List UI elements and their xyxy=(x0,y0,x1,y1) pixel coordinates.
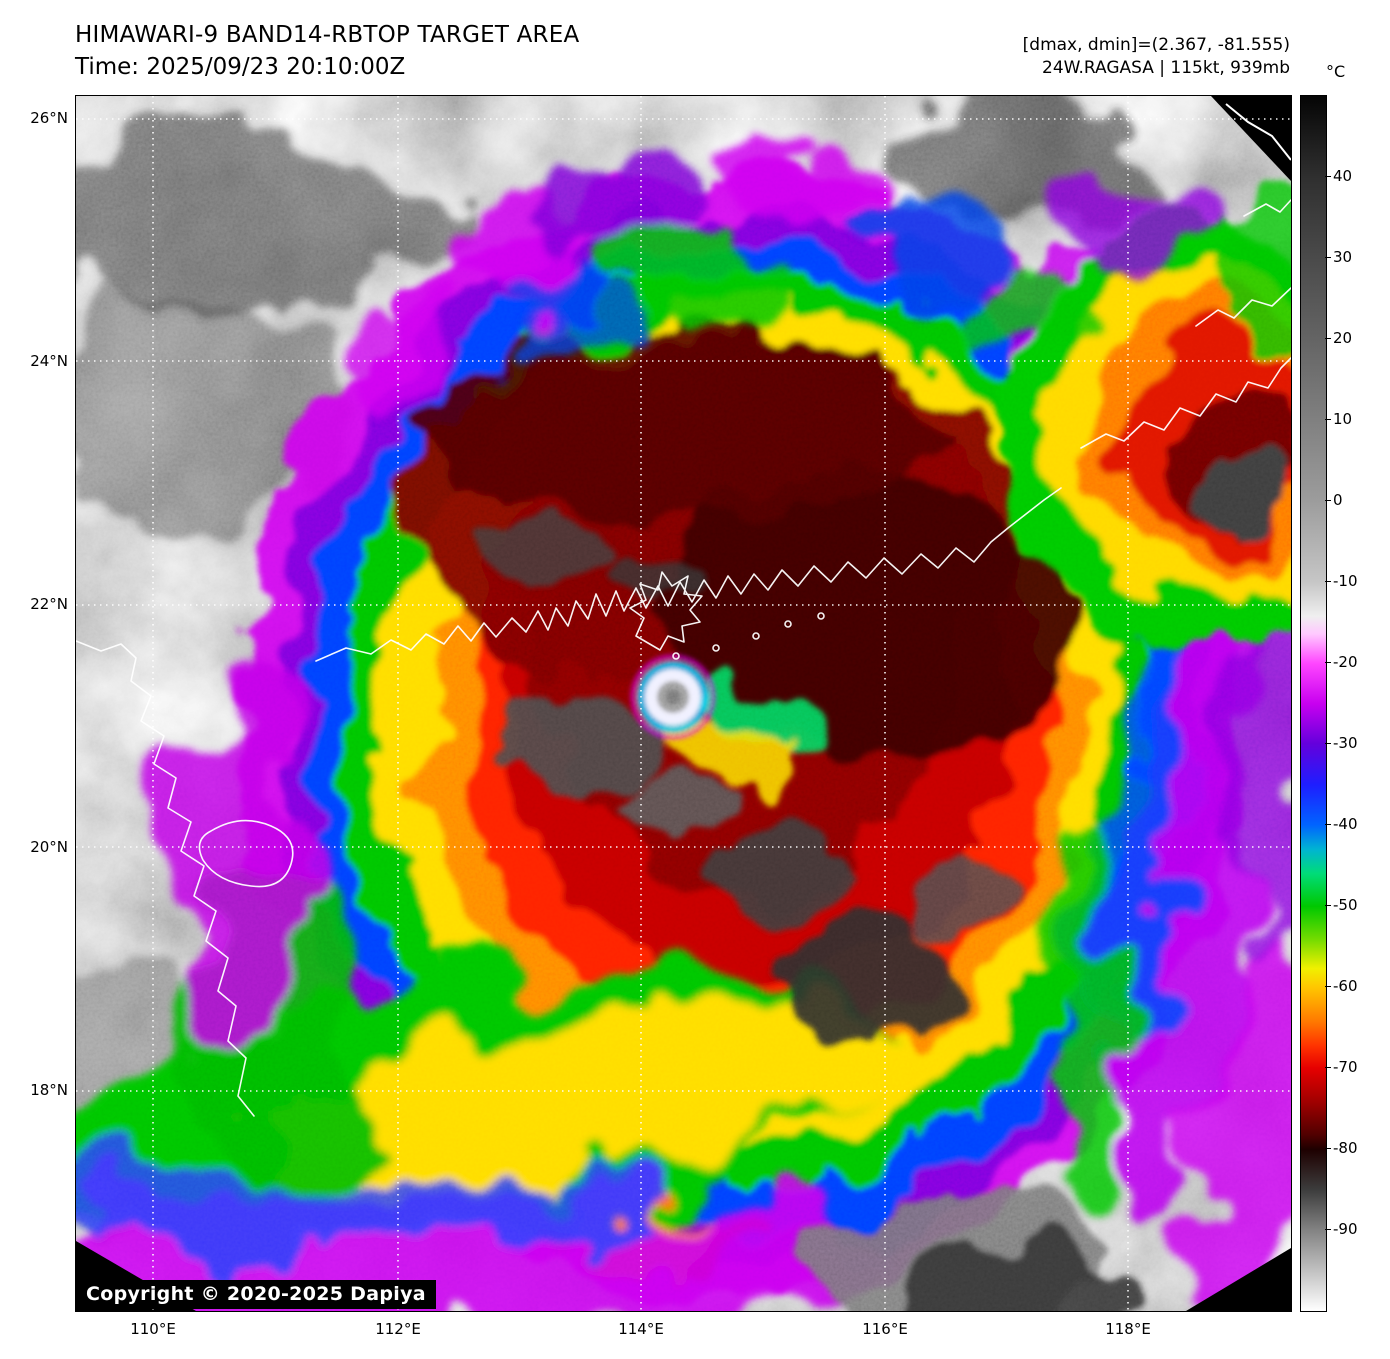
colorbar-tick-m60: -60 xyxy=(1325,977,1358,995)
colorbar-tick-m30: -30 xyxy=(1325,734,1358,752)
colorbar-tick-40: 40 xyxy=(1324,167,1353,185)
gridlines xyxy=(76,96,1291,1311)
colorbar-unit: °C xyxy=(1326,62,1346,81)
lon-label-112e: 112°E xyxy=(375,1320,421,1338)
lat-label-22n: 22°N xyxy=(30,595,68,613)
copyright-label: Copyright © 2020-2025 Dapiya xyxy=(78,1280,436,1309)
grain-texture xyxy=(76,96,1291,1311)
colorbar-tick-m70: -70 xyxy=(1325,1058,1358,1076)
colorbar-tick-0: 0 xyxy=(1325,491,1343,509)
lon-label-116e: 116°E xyxy=(862,1320,908,1338)
colorbar-tick-m50: -50 xyxy=(1325,896,1358,914)
colorbar-tick-m90: -90 xyxy=(1325,1220,1358,1238)
colorbar-tick-m20: -20 xyxy=(1325,653,1358,671)
lat-label-26n: 26°N xyxy=(30,109,68,127)
colorbar xyxy=(1300,95,1327,1312)
lon-label-110e: 110°E xyxy=(130,1320,176,1338)
header-readouts: [dmax, dmin]=(2.367, -81.555) 24W.RAGASA… xyxy=(1023,34,1290,80)
colorbar-tick-30: 30 xyxy=(1324,248,1353,266)
colorbar-tick-m80: -80 xyxy=(1325,1139,1358,1157)
colorbar-tick-m40: -40 xyxy=(1325,815,1358,833)
storm-info: 24W.RAGASA | 115kt, 939mb xyxy=(1042,58,1290,78)
colorbar-tick-m10: -10 xyxy=(1325,572,1358,590)
colorbar-tick-10: 10 xyxy=(1324,410,1353,428)
satellite-map: Copyright © 2020-2025 Dapiya xyxy=(75,95,1292,1312)
lon-label-118e: 118°E xyxy=(1105,1320,1151,1338)
lon-label-114e: 114°E xyxy=(618,1320,664,1338)
satellite-imagery xyxy=(76,96,1291,1311)
lat-label-18n: 18°N xyxy=(30,1081,68,1099)
timestamp: Time: 2025/09/23 20:10:00Z xyxy=(75,54,406,80)
lat-label-20n: 20°N xyxy=(30,838,68,856)
lat-label-24n: 24°N xyxy=(30,352,68,370)
dmax-dmin-readout: [dmax, dmin]=(2.367, -81.555) xyxy=(1022,35,1290,55)
page-title: HIMAWARI-9 BAND14-RBTOP TARGET AREA xyxy=(75,22,580,48)
coastlines xyxy=(76,199,1291,1117)
colorbar-tick-20: 20 xyxy=(1324,329,1353,347)
